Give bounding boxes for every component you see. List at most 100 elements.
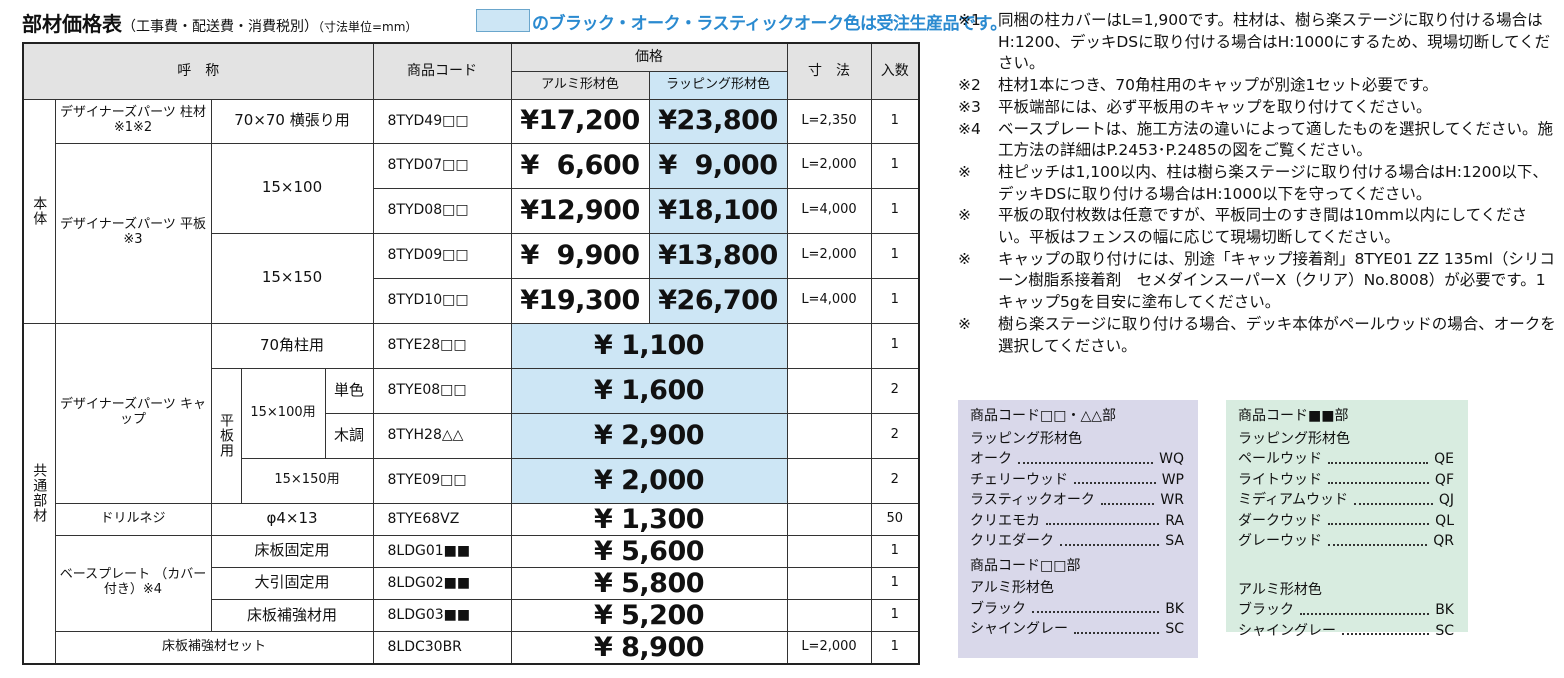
note-item: ※ キャップの取り付けには、別途「キャップ接着剤」8TYE01 ZZ 135ml（… <box>958 249 1558 314</box>
note-text: ベースプレートは、施工方法の違いによって適したものを選択してください。施工方法の… <box>998 119 1554 160</box>
row-code: 8TYE09□□ <box>372 457 512 504</box>
color-name: ライトウッド <box>1238 471 1322 488</box>
row-spec: 床板補強材用 <box>210 598 374 632</box>
row-size-empty <box>786 457 872 504</box>
table-row: 8TYD08□□ ¥12,900 ¥18,100 L=4,000 1 <box>23 187 920 234</box>
note-item: ※ 平板の取付枚数は任意ですが、平板同士のすき間は10mm以内にしてください。平板… <box>958 205 1558 248</box>
row-price-alu: ¥12,900 <box>510 187 650 234</box>
table-row: 床板補強材用 8LDG03■■ ¥ 5,200 1 <box>23 598 920 632</box>
code-section-subheading: ラッピング形材色 <box>1238 430 1350 447</box>
color-code-item: ラスティックオーク WR <box>958 490 1198 511</box>
color-code-item: チェリーウッド WP <box>958 470 1198 491</box>
row-price-wrap: ¥13,800 <box>648 232 788 279</box>
color-code: QR <box>1433 533 1454 549</box>
row-price: ¥ 5,600 <box>510 534 788 568</box>
note-mark: ※3 <box>958 97 981 116</box>
row-name: ドリルネジ <box>54 502 212 536</box>
table-row: 15×150用 8TYE09□□ ¥ 2,000 2 <box>23 457 920 504</box>
color-code: QF <box>1434 471 1454 488</box>
color-code: SC <box>1435 622 1454 639</box>
row-qty: 1 <box>870 322 920 369</box>
row-qty: 1 <box>870 566 920 600</box>
row-size: L=2,000 <box>786 232 872 279</box>
table-row: 15×150 8TYD09□□ ¥ 9,900 ¥13,800 L=2,000 … <box>23 232 920 324</box>
row-qty: 1 <box>870 142 920 189</box>
row-price-alu: ¥17,200 <box>510 98 650 144</box>
row-code: 8TYD49□□ <box>372 98 512 144</box>
row-size: L=4,000 <box>786 187 872 234</box>
page-title: 部材価格表（工事費・配送費・消費税別）（寸法単位=mm） <box>22 8 417 37</box>
row-price: ¥ 1,100 <box>510 322 788 369</box>
table-row: 床板補強材セット 8LDC30BR ¥ 8,900 L=2,000 1 <box>23 630 920 665</box>
note-text: 平板端部には、必ず平板用のキャップを取り付けてください。 <box>998 97 1432 116</box>
price-table: 呼 称 商品コード 価格 寸 法 入数 アルミ形材色 ラッピング形材色 本体 デ… <box>22 42 920 665</box>
color-name: ダークウッド <box>1238 512 1322 529</box>
color-code-item: ミディアムウッド QJ <box>1226 490 1468 511</box>
row-price-alu: ¥19,300 <box>510 277 650 324</box>
dot-leader <box>1328 470 1429 484</box>
header-wrap: ラッピング形材色 <box>648 70 788 100</box>
header-size: 寸 法 <box>786 42 872 100</box>
legend-text: のブラック・オーク・ラスティックオーク色は受注生産品です。 <box>532 14 1007 34</box>
row-size <box>786 322 872 369</box>
header-name: 呼 称 <box>22 42 374 100</box>
dot-leader <box>1328 531 1428 546</box>
row-size: L=2,000 <box>786 142 872 189</box>
note-text: 平板の取付枚数は任意ですが、平板同士のすき間は10mm以内にしてください。平板は… <box>998 206 1528 247</box>
note-mark: ※ <box>958 314 971 333</box>
row-qty: 1 <box>870 534 920 568</box>
color-code-item: クリエダーク SA <box>958 531 1198 552</box>
row-code: 8LDG03■■ <box>372 598 512 632</box>
color-code: BK <box>1165 600 1184 617</box>
header-qty: 入数 <box>870 42 920 100</box>
color-code-item: オーク WQ <box>958 449 1198 470</box>
row-price: ¥ 1,300 <box>510 502 788 536</box>
table-row: ドリルネジ φ4×13 8TYE68VZ ¥ 1,300 50 <box>23 502 920 536</box>
code-section-heading: 商品コード□□・△△部 <box>970 408 1116 424</box>
row-price: ¥ 1,600 <box>510 367 788 414</box>
color-code: SC <box>1165 621 1184 637</box>
color-code-item: シャイングレー SC <box>958 619 1198 640</box>
dot-leader <box>1354 490 1433 505</box>
row-size: L=4,000 <box>786 277 872 324</box>
code-section-subheading: アルミ形材色 <box>1238 581 1322 598</box>
table-row: 共通部材 デザイナーズパーツ キャップ 70角柱用 8TYE28□□ ¥ 1,1… <box>22 322 920 665</box>
color-code-item: グレーウッド QR <box>1226 531 1468 552</box>
row-qty: 1 <box>870 630 920 665</box>
row-code: 8TYD08□□ <box>372 187 512 234</box>
color-code-item: ライトウッド QF <box>1226 470 1468 491</box>
color-code: SA <box>1165 533 1184 549</box>
row-code: 8LDC30BR <box>372 630 512 665</box>
dot-leader <box>1342 621 1430 635</box>
dot-leader <box>1046 511 1160 525</box>
color-code: QL <box>1435 512 1454 529</box>
note-item: ※ 樹ら楽ステージに取り付ける場合、デッキ本体がペールウッドの場合、オークを選択し… <box>958 314 1558 357</box>
row-qty: 1 <box>870 232 920 279</box>
color-code: WR <box>1160 492 1184 508</box>
color-name: ミディアムウッド <box>1238 492 1349 508</box>
row-code: 8TYE08□□ <box>372 367 512 414</box>
color-code-item: ペールウッド QE <box>1226 449 1468 470</box>
note-mark: ※4 <box>958 119 981 138</box>
row-price: ¥ 5,200 <box>510 598 788 632</box>
row-qty: 2 <box>870 367 920 414</box>
row-spec: 15×100用 <box>240 367 326 459</box>
row-code: 8TYH28△△ <box>372 412 512 459</box>
note-text: 柱ピッチは1,100以内、柱は樹ら楽ステージに取り付ける場合はH:1200以下、… <box>998 162 1548 203</box>
table-row: 平板用 15×100用 単色 8TYE08□□ ¥ 1,600 2 <box>23 367 920 504</box>
note-mark: ※ <box>958 162 971 181</box>
title-main: 部材価格表 <box>22 12 122 36</box>
dot-leader <box>1328 449 1429 464</box>
dot-leader <box>1328 511 1430 525</box>
code-section-heading: 商品コード□□部 <box>970 557 1081 574</box>
color-name: ラスティックオーク <box>970 492 1095 508</box>
dot-leader <box>1074 619 1160 634</box>
color-code-item: ブラック BK <box>958 599 1198 620</box>
row-code: 8LDG01■■ <box>372 534 512 568</box>
row-size-empty <box>786 502 872 536</box>
row-qty: 2 <box>870 457 920 504</box>
row-code: 8TYD07□□ <box>372 142 512 189</box>
row-price: ¥ 5,800 <box>510 566 788 600</box>
row-spec: 床板固定用 <box>210 534 374 568</box>
color-code: WQ <box>1159 451 1184 467</box>
